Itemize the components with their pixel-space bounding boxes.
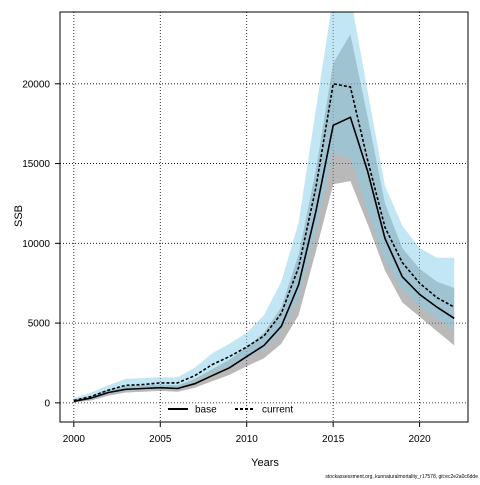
x-tick-label-2000: 2000 bbox=[63, 434, 86, 445]
y-axis-title: SSB bbox=[13, 205, 25, 227]
grid-layer bbox=[60, 12, 468, 422]
legend-label-current: current bbox=[262, 405, 293, 416]
y-tick-label-5000: 5000 bbox=[28, 319, 51, 330]
series-line-base bbox=[73, 116, 455, 403]
y-tick-label-10000: 10000 bbox=[22, 239, 50, 250]
plot-frame bbox=[59, 11, 469, 423]
axis-layer: 2000 2005 2010 2015 2020 0 5000 10000 15000 20000 bbox=[22, 11, 469, 445]
legend: base current bbox=[168, 405, 293, 416]
x-tick-label-2015: 2015 bbox=[322, 434, 345, 445]
y-tick-label-15000: 15000 bbox=[22, 159, 50, 170]
legend-label-base: base bbox=[195, 405, 217, 416]
line-layer bbox=[73, 82, 455, 403]
series-line-current bbox=[73, 82, 455, 402]
x-axis-title: Years bbox=[251, 457, 279, 469]
footer-text: stockassessment.org, kunnaturalmortality… bbox=[325, 474, 478, 480]
band-current bbox=[73, 12, 455, 402]
x-tick-label-2010: 2010 bbox=[236, 434, 259, 445]
x-tick-label-2005: 2005 bbox=[149, 434, 172, 445]
y-tick-label-20000: 20000 bbox=[22, 79, 50, 90]
band-layer bbox=[73, 12, 455, 403]
y-tick-label-0: 0 bbox=[44, 398, 50, 409]
x-tick-label-2020: 2020 bbox=[408, 434, 431, 445]
